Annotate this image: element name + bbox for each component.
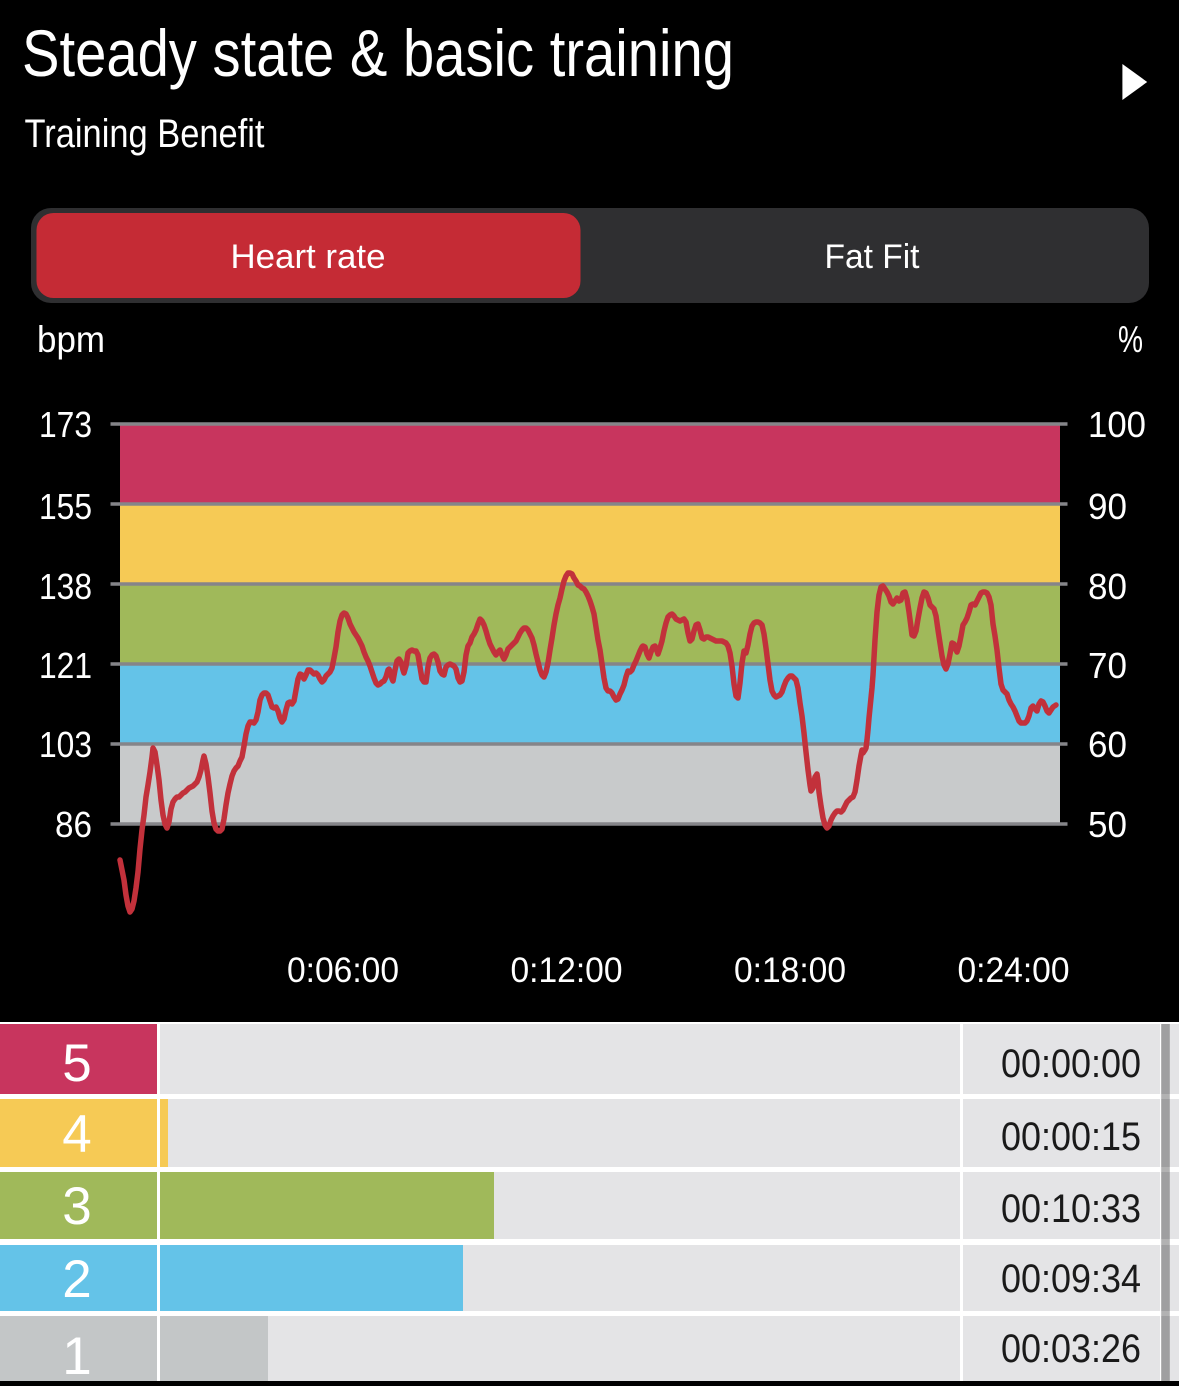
svg-text:173: 173 — [39, 404, 92, 445]
svg-text:0:12:00: 0:12:00 — [511, 951, 623, 990]
svg-text:0:24:00: 0:24:00 — [958, 951, 1070, 990]
svg-text:138: 138 — [39, 566, 92, 607]
svg-text:00:10:33: 00:10:33 — [1001, 1187, 1141, 1231]
svg-text:00:00:15: 00:00:15 — [1001, 1115, 1141, 1159]
svg-text:00:00:00: 00:00:00 — [1001, 1042, 1141, 1086]
svg-text:Training Benefit: Training Benefit — [25, 112, 265, 156]
svg-text:155: 155 — [39, 486, 92, 527]
svg-text:103: 103 — [39, 724, 92, 765]
svg-text:4: 4 — [62, 1105, 91, 1164]
svg-text:100: 100 — [1088, 404, 1146, 445]
svg-text:90: 90 — [1088, 486, 1127, 527]
svg-text:80: 80 — [1088, 566, 1127, 607]
svg-text:70: 70 — [1088, 645, 1127, 686]
svg-text:%: % — [1118, 319, 1143, 360]
svg-text:Steady state & basic training: Steady state & basic training — [22, 16, 734, 90]
svg-text:0:18:00: 0:18:00 — [734, 951, 846, 990]
svg-text:60: 60 — [1088, 724, 1127, 765]
svg-text:bpm: bpm — [37, 319, 105, 360]
svg-text:00:03:26: 00:03:26 — [1001, 1327, 1141, 1371]
svg-text:3: 3 — [62, 1177, 91, 1236]
svg-text:5: 5 — [62, 1034, 91, 1093]
svg-text:Fat Fit: Fat Fit — [825, 238, 921, 276]
svg-text:Heart rate: Heart rate — [231, 238, 386, 276]
svg-text:1: 1 — [62, 1327, 91, 1381]
svg-text:0:06:00: 0:06:00 — [287, 951, 399, 990]
svg-text:86: 86 — [55, 804, 92, 845]
svg-text:50: 50 — [1088, 804, 1127, 845]
svg-text:121: 121 — [39, 645, 92, 686]
svg-text:2: 2 — [62, 1250, 91, 1309]
svg-text:00:09:34: 00:09:34 — [1001, 1257, 1141, 1301]
